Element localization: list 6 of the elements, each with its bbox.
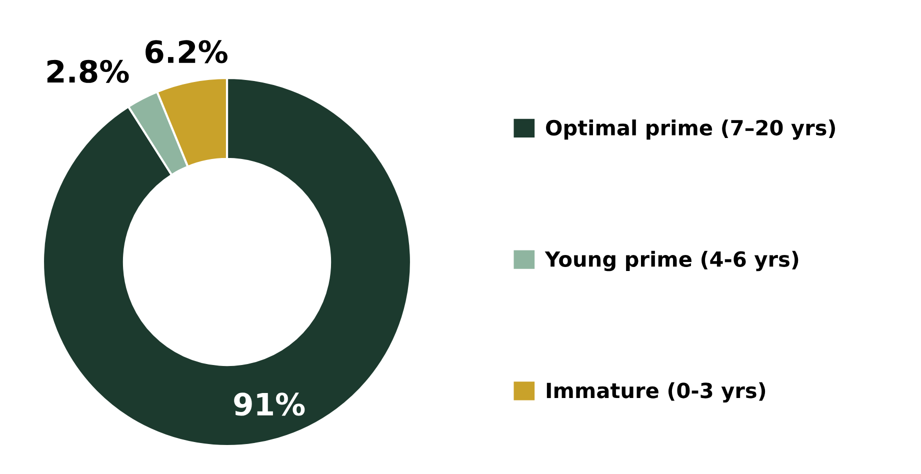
legend-label: Young prime (4-6 yrs) — [544, 250, 798, 272]
data-label: 6.2% — [146, 40, 228, 64]
legend-label: Optimal prime (7–20 yrs) — [546, 119, 835, 140]
data-label: 2.8% — [47, 60, 129, 83]
legend-label: Immature (0-3 yrs) — [546, 382, 766, 403]
data-label: 91% — [234, 392, 305, 416]
